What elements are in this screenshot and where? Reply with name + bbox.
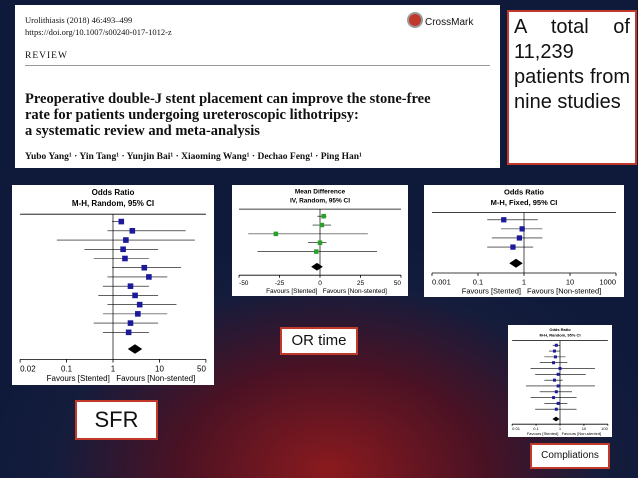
paper-title: Preoperative double-J stent placement ca… bbox=[25, 91, 431, 139]
right-caption: Favours [Non-stented] bbox=[527, 286, 601, 295]
tick-label: 1 bbox=[522, 277, 526, 286]
tick-label: -25 bbox=[275, 280, 285, 287]
study-marker bbox=[552, 349, 556, 353]
study-marker bbox=[554, 343, 558, 347]
study-marker bbox=[123, 237, 129, 243]
rule bbox=[25, 65, 490, 66]
study-marker bbox=[319, 222, 325, 228]
tick-label: 0 bbox=[318, 280, 322, 287]
study-marker bbox=[552, 378, 556, 382]
authors: Yubo Yang¹ · Yin Tang¹ · Yunjin Bai¹ · X… bbox=[25, 152, 362, 162]
study-marker bbox=[132, 292, 138, 299]
label-or-time: OR time bbox=[280, 327, 358, 355]
study-marker bbox=[556, 384, 560, 388]
study-marker bbox=[552, 361, 556, 365]
right-caption: Favours [Non-stented] bbox=[116, 374, 195, 383]
section: REVIEW bbox=[25, 51, 68, 61]
left-caption: Favours [Stented] bbox=[266, 288, 317, 295]
tick-label: 10 bbox=[566, 277, 574, 286]
study-marker bbox=[553, 355, 557, 359]
study-marker bbox=[136, 301, 143, 308]
tick-label: 0.1 bbox=[473, 277, 483, 286]
study-marker bbox=[146, 274, 152, 280]
doi: https://doi.org/10.1007/s00240-017-1012-… bbox=[25, 27, 172, 37]
tick-label: 1 bbox=[559, 426, 562, 431]
plot-method: M-H, Random, 95% CI bbox=[539, 333, 580, 338]
plot-heading: Mean Difference bbox=[295, 189, 346, 196]
right-caption: Favours [Non-stented] bbox=[562, 431, 602, 436]
study-marker bbox=[556, 372, 560, 376]
plot-method: M-H, Fixed, 95% CI bbox=[491, 198, 558, 207]
study-marker bbox=[122, 255, 128, 262]
tick-label: 0.001 bbox=[432, 277, 451, 286]
pooled-diamond bbox=[509, 258, 523, 268]
study-marker bbox=[317, 240, 323, 246]
title-line: rate for patients undergoing ureteroscop… bbox=[25, 107, 359, 123]
study-marker bbox=[516, 235, 523, 241]
title-line: a systematic review and meta-analysis bbox=[25, 123, 260, 139]
callout: A total of 11,239 patients from nine stu… bbox=[507, 10, 637, 165]
forest-plot: Odds Ratio M-H, Random, 95% CI 0.02 0.1 1 10 5… bbox=[12, 185, 214, 385]
crossmark-icon bbox=[407, 12, 423, 28]
pooled-diamond bbox=[127, 344, 143, 354]
pooled-diamond bbox=[311, 262, 323, 271]
journal: Urolithiasis (2018) 46:493–499 bbox=[25, 15, 133, 25]
tick-label: 10 bbox=[155, 364, 164, 373]
study-marker bbox=[554, 390, 558, 394]
study-marker bbox=[135, 311, 141, 317]
left-caption: Favours [Stented] bbox=[462, 286, 521, 295]
study-marker bbox=[125, 329, 132, 336]
citation: Urolithiasis (2018) 46:493–499 https://do… bbox=[25, 14, 172, 38]
tick-label: 1000 bbox=[599, 277, 616, 286]
label-complications: Compliations bbox=[530, 443, 610, 469]
study-marker bbox=[127, 320, 134, 326]
tick-label: 50 bbox=[394, 280, 402, 287]
study-marker bbox=[273, 231, 279, 237]
label-sfr: SFR bbox=[75, 400, 158, 440]
study-marker bbox=[556, 401, 560, 405]
tick-label: 1 bbox=[111, 364, 116, 373]
study-marker bbox=[118, 218, 125, 225]
tick-label: 25 bbox=[357, 280, 365, 287]
plot-method: M-H, Random, 95% CI bbox=[72, 199, 154, 208]
left-caption: Favours [Stented] bbox=[527, 431, 559, 436]
study-marker bbox=[129, 228, 136, 234]
study-marker bbox=[127, 283, 134, 289]
tick-label: -50 bbox=[239, 280, 249, 287]
tick-label: 0.01 bbox=[512, 426, 521, 431]
study-marker bbox=[519, 226, 525, 232]
plot-heading: Odds Ratio bbox=[504, 188, 544, 197]
tick-label: 10 bbox=[582, 426, 587, 431]
tick-label: 0.1 bbox=[533, 426, 539, 431]
tick-label: 50 bbox=[197, 364, 206, 373]
tick-label: 100 bbox=[601, 426, 608, 431]
tick-label: 0.1 bbox=[61, 364, 73, 373]
plot-method: IV, Random, 95% CI bbox=[290, 198, 350, 205]
pooled-diamond bbox=[552, 416, 560, 422]
plot-heading: Odds Ratio bbox=[92, 188, 135, 197]
title-line: Preoperative double-J stent placement ca… bbox=[25, 91, 431, 107]
paper-header: Urolithiasis (2018) 46:493–499 https://do… bbox=[15, 5, 500, 168]
tick-label: 0.02 bbox=[20, 364, 36, 373]
right-caption: Favours [Non-stented] bbox=[323, 288, 388, 295]
study-marker bbox=[552, 396, 556, 400]
study-marker bbox=[501, 217, 507, 223]
study-marker bbox=[314, 249, 319, 254]
study-marker bbox=[554, 407, 558, 411]
forest-plot: Mean Difference IV, Random, 95% CI -50 -25 0… bbox=[232, 185, 408, 296]
study-marker bbox=[510, 244, 516, 250]
study-marker bbox=[141, 264, 148, 271]
crossmark: CrossMark bbox=[425, 17, 474, 28]
left-caption: Favours [Stented] bbox=[47, 374, 110, 383]
study-marker bbox=[321, 213, 326, 219]
study-marker bbox=[558, 367, 562, 371]
study-marker bbox=[120, 246, 126, 253]
plot-heading: Odds Ratio bbox=[549, 327, 571, 332]
